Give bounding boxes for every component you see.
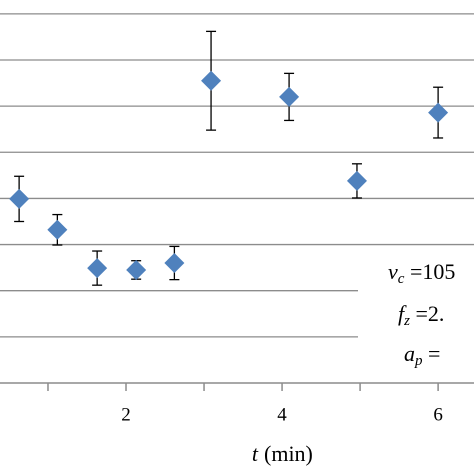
marker bbox=[428, 102, 449, 123]
x-tick-label: 6 bbox=[433, 404, 443, 425]
annotation-rest: =105 bbox=[404, 259, 455, 284]
x-tick-label: 2 bbox=[121, 404, 131, 425]
annotation-var: v bbox=[388, 259, 398, 284]
annotation-rest: =2. bbox=[410, 301, 444, 326]
annotation-rest: = bbox=[423, 341, 441, 366]
annotation-sub: p bbox=[414, 353, 423, 369]
annotation: ap = bbox=[404, 341, 440, 369]
annotation: fz =2. bbox=[398, 301, 444, 329]
marker bbox=[87, 258, 108, 279]
marker bbox=[126, 259, 147, 280]
annotation-var: a bbox=[404, 341, 415, 366]
annotation-sub: z bbox=[403, 313, 410, 329]
marker bbox=[201, 70, 222, 91]
x-axis-label-var: t bbox=[252, 441, 259, 466]
marker bbox=[47, 219, 68, 240]
marker bbox=[279, 86, 300, 107]
annotation-sub: c bbox=[398, 271, 405, 287]
annotation: vc =105 bbox=[388, 259, 455, 287]
marker bbox=[9, 188, 30, 209]
x-tick-label: 4 bbox=[277, 404, 287, 425]
annotation-var: f bbox=[398, 301, 407, 326]
marker bbox=[346, 170, 367, 191]
x-axis-label-unit: (min) bbox=[264, 441, 313, 466]
marker bbox=[164, 253, 185, 274]
